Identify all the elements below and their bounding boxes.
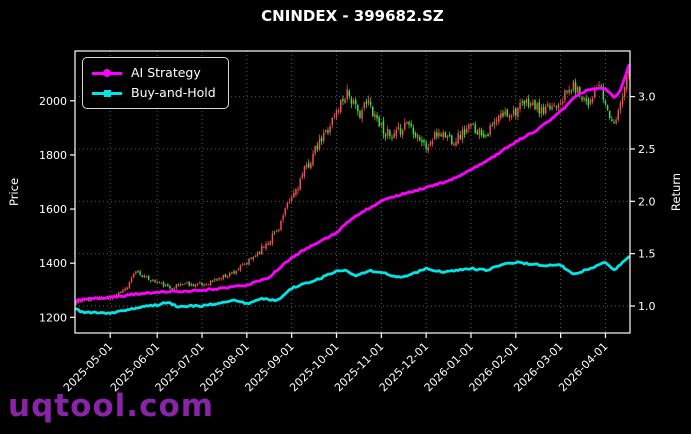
svg-text:2.5: 2.5	[638, 143, 656, 156]
legend-label-ai-strategy: AI Strategy	[131, 65, 201, 80]
svg-text:2025-05-01: 2025-05-01	[61, 340, 115, 394]
svg-text:1.5: 1.5	[638, 248, 656, 261]
right-axis-label: Return	[669, 172, 683, 212]
legend-item-buy-and-hold: Buy-and-Hold	[92, 83, 216, 103]
buy-and-hold-marker-icon	[92, 86, 122, 100]
svg-text:2000: 2000	[39, 95, 67, 108]
svg-text:2.0: 2.0	[638, 195, 656, 208]
svg-text:1.0: 1.0	[638, 300, 656, 313]
svg-text:3.0: 3.0	[638, 91, 656, 104]
legend-label-buy-and-hold: Buy-and-Hold	[131, 85, 216, 100]
legend: AI Strategy Buy-and-Hold	[82, 57, 229, 109]
svg-text:1200: 1200	[39, 311, 67, 324]
svg-text:1600: 1600	[39, 203, 67, 216]
legend-item-ai-strategy: AI Strategy	[92, 63, 216, 83]
svg-text:1400: 1400	[39, 257, 67, 270]
left-axis-label: Price	[7, 177, 21, 207]
chart-title: CNINDEX - 399682.SZ	[261, 7, 444, 25]
ai-strategy-marker-icon	[92, 66, 122, 80]
watermark: uqtool.com	[8, 388, 215, 424]
svg-text:1800: 1800	[39, 149, 67, 162]
